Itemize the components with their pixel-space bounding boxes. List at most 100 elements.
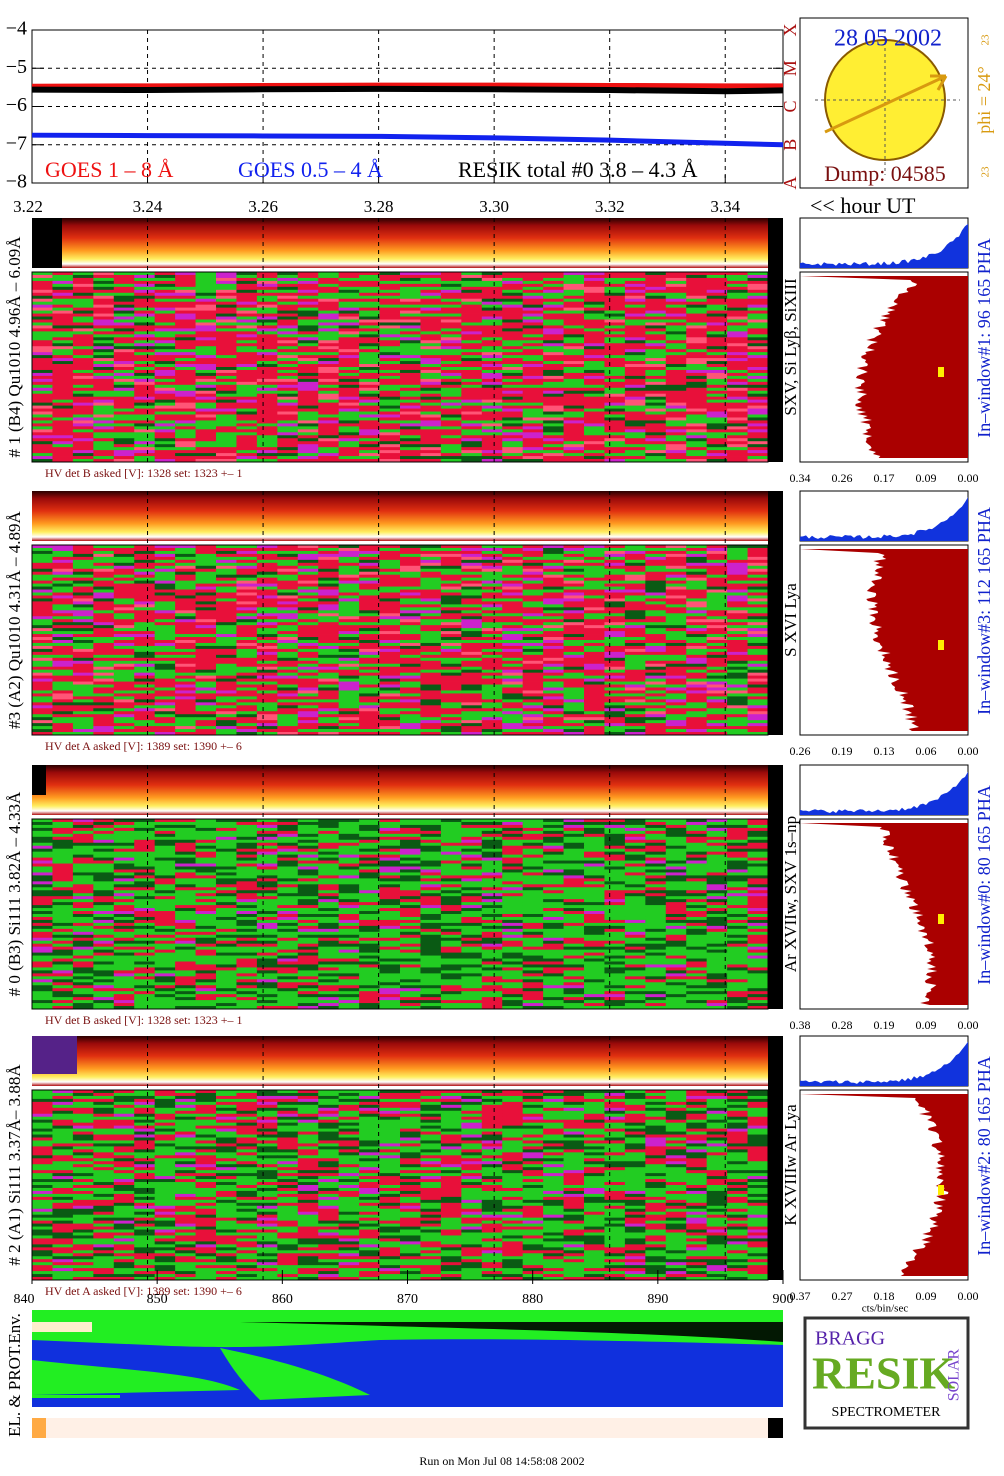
heat-cell [481,438,503,442]
heat-cell [665,274,687,279]
heat-cell [563,390,585,395]
heat-cell [318,322,340,326]
heat-cell [379,355,401,359]
heat-cell [584,310,605,314]
heat-cell [706,681,728,685]
heat-cell [624,453,646,457]
heat-cell [359,720,380,724]
heat-cell [665,453,687,457]
heat-cell [522,289,544,294]
heat-cell [543,441,564,445]
heat-cell [481,610,503,614]
heat-cell [113,272,135,276]
heat-cell [277,286,299,291]
heat-cell [440,654,462,659]
heat-cell [686,438,708,442]
heat-cell [645,316,667,320]
heat-cell [706,298,728,303]
heat-cell [195,364,217,368]
heat-cell [236,607,258,611]
heat-cell [216,666,237,671]
heat-cell [93,604,115,608]
heat-cell [134,405,156,409]
heat-cell [195,396,217,401]
heat-cell [72,438,94,442]
heat-cell [665,592,687,596]
heat-cell [359,337,380,341]
heat-cell [706,550,728,555]
heat-cell [338,720,360,724]
heat-cell [216,625,237,629]
heat-cell [297,352,319,356]
heat-cell [645,459,667,463]
heat-cell [604,331,626,335]
heat-cell [624,830,646,835]
heat-cell [461,830,483,835]
heat-cell [461,438,483,442]
heat-cell [665,459,687,463]
heat-cell [338,420,360,424]
heat-cell [400,645,421,650]
heat-cell [686,714,708,718]
heat-cell [236,399,258,404]
heat-cell [338,607,360,611]
heat-cell [747,550,769,555]
heat-cell [665,456,687,460]
heat-cell [216,696,237,700]
heat-cell [359,405,380,409]
heat-cell [379,604,401,608]
heat-cell [686,696,708,700]
heat-cell [359,331,380,335]
heat-cell [338,562,360,567]
heat-cell [93,598,115,602]
heat-cell [113,280,135,285]
heat-cell [134,361,156,365]
heat-cell [297,604,319,608]
heat-cell [318,648,340,653]
heat-cell [522,319,544,323]
heat-cell [195,414,217,418]
heat-cell [175,651,196,656]
heat-cell [297,663,319,668]
heat-cell [134,640,156,644]
heat-cell [400,833,421,838]
heat-cell [277,343,299,347]
heat-cell [420,589,442,593]
heat-cell [297,325,319,329]
heat-cell [665,634,687,638]
heat-cell [216,824,237,829]
heat-cell [236,663,258,668]
heat-cell [747,337,769,341]
heat-cell [400,420,421,424]
heat-cell [338,408,360,412]
heat-cell [318,545,340,549]
heat-cell [195,390,217,395]
heat-cell [72,435,94,439]
heat-cell [52,358,74,362]
heat-cell [52,568,74,573]
heat-cell [52,836,74,841]
heat-cell [461,577,483,582]
heat-cell [52,441,74,445]
heat-cell [338,711,360,715]
heat-cell [665,681,687,685]
heat-cell [195,583,217,587]
heat-cell [563,313,585,317]
heat-cell [32,450,53,454]
heat-cell [338,337,360,341]
heat-cell [216,343,237,347]
heat-cell [379,405,401,409]
heat-cell [297,702,319,706]
heat-cell [154,447,176,451]
heat-cell [686,304,708,309]
heat-cell [256,708,278,712]
heat-cell [256,435,278,439]
heat-cell [400,660,421,665]
heat-cell [379,696,401,700]
heat-cell [747,283,769,288]
heat-cell [543,607,564,611]
heat-cell [216,634,237,638]
heat-cell [727,283,748,288]
heat-cell [72,399,94,404]
heat-cell [236,580,258,584]
